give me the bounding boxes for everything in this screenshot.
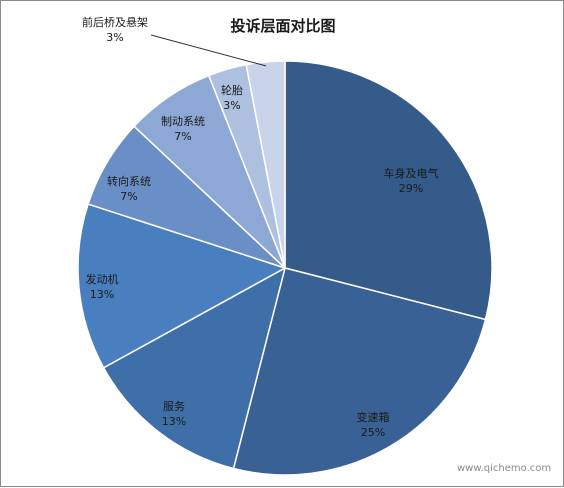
pie-slice	[232, 267, 487, 476]
slice-label: 轮胎	[221, 83, 243, 97]
slice-label: 发动机	[86, 272, 119, 286]
slice-label: 变速箱	[357, 410, 390, 424]
slice-label: 服务	[163, 400, 185, 413]
slice-percent-label: 7%	[120, 190, 137, 203]
slice-percent-label: 25%	[361, 426, 385, 439]
leader-line	[150, 34, 267, 67]
chart-title: 投诉层面对比图	[230, 17, 335, 35]
pie-slice	[102, 266, 287, 470]
watermark: www.qichemo.com	[457, 463, 551, 474]
slice-percent-label: 7%	[174, 130, 191, 143]
pie-slice	[77, 203, 287, 369]
pie-slice	[245, 60, 286, 269]
slice-percent-label: 3%	[223, 99, 240, 112]
slice-label: 前后桥及悬架	[82, 15, 148, 29]
slice-percent-label: 13%	[90, 288, 114, 301]
slice-percent-label: 13%	[162, 415, 186, 428]
slice-percent-label: 3%	[106, 31, 123, 44]
pie-labels: 车身及电气 29% 变速箱 25% 服务 13% 发动机 13% 转向系统 7% 制动系统 7% 轮胎 3…	[82, 15, 439, 439]
pie-slice	[284, 60, 493, 321]
pie-slices	[77, 60, 493, 476]
slice-label: 转向系统	[107, 174, 151, 188]
slice-label: 制动系统	[161, 115, 205, 128]
slice-label: 车身及电气	[384, 166, 439, 180]
slice-percent-label: 29%	[399, 182, 423, 195]
